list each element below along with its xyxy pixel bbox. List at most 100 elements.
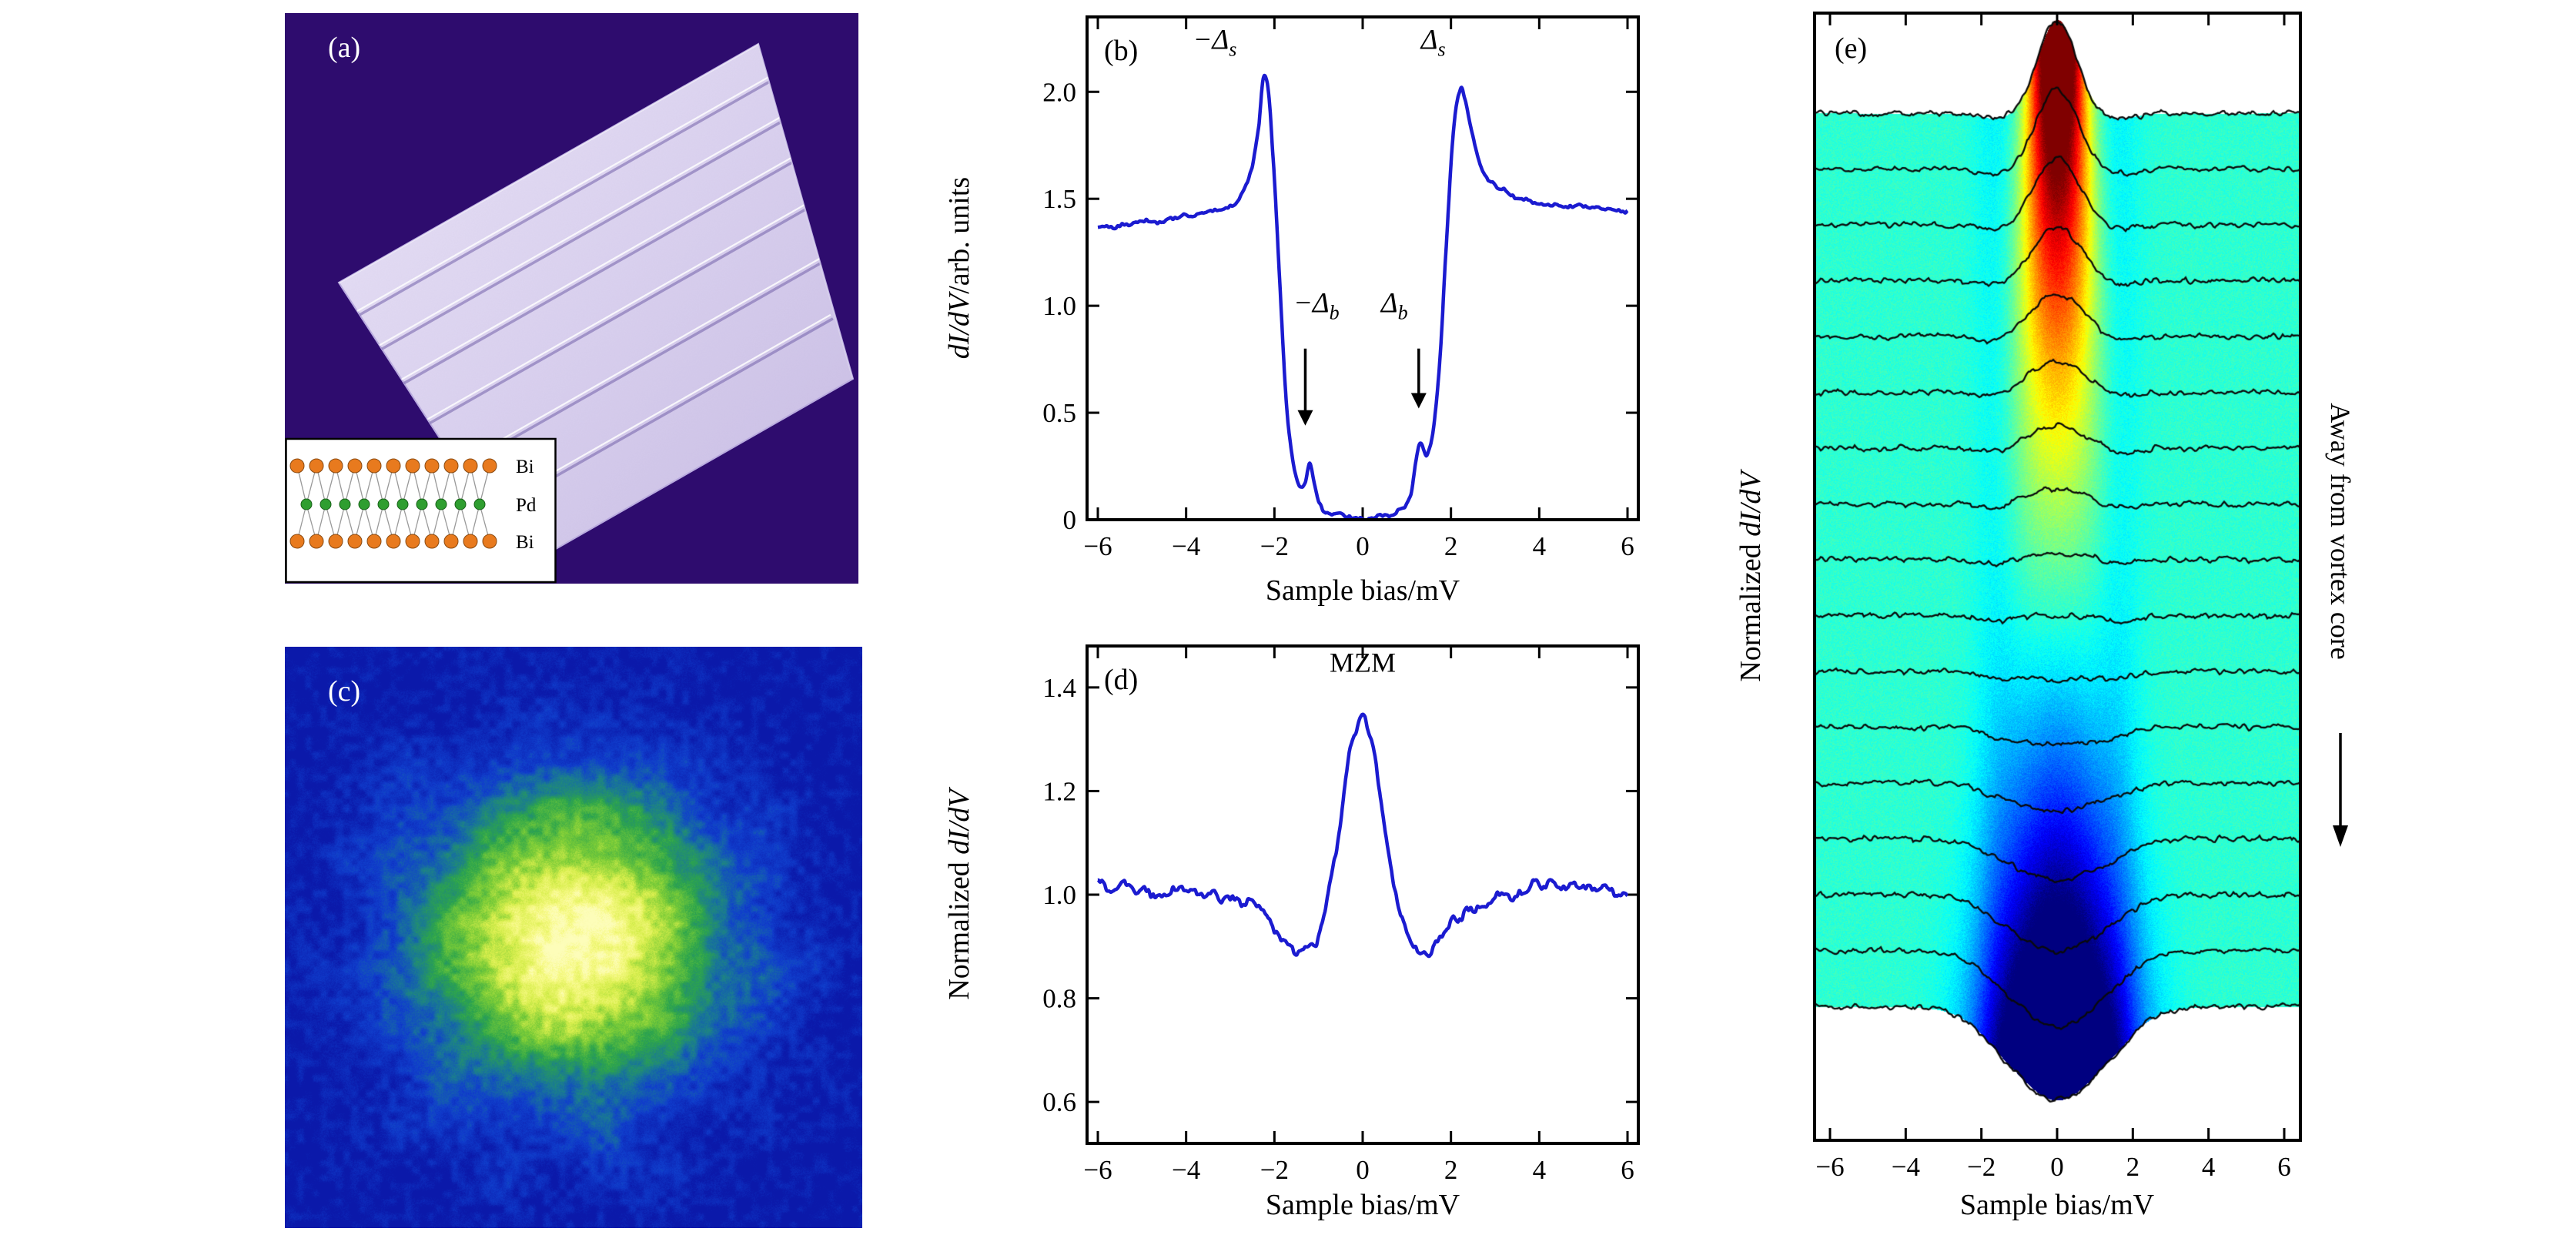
x-axis-label-d: Sample bias/mV (1265, 1189, 1460, 1221)
bi-atom (309, 534, 324, 549)
x-axis-label-b: Sample bias/mV (1265, 574, 1460, 607)
x-tick-label: −2 (1967, 1152, 1996, 1182)
panel-label-d: (d) (1104, 664, 1138, 696)
pd-atom (339, 498, 351, 510)
crystal-structure-inset: Bi Pd Bi (285, 437, 557, 584)
x-tick-label: −2 (1260, 1155, 1289, 1185)
atoms (289, 458, 497, 549)
annotation-mzm: MZM (1330, 648, 1396, 678)
inset-label-bi-bottom: Bi (516, 532, 534, 553)
annotation-delta-label: −Δb (1293, 287, 1340, 323)
pd-atom (319, 498, 332, 510)
bi-atom (405, 534, 420, 549)
y-axis-label-d-math: dI/dV (943, 789, 975, 855)
bi-atom (405, 458, 420, 474)
y-axis-label-b: dI/dV/arb. units (942, 177, 976, 359)
bi-atom (289, 458, 305, 474)
pd-atom (416, 498, 428, 510)
bi-atom (443, 458, 459, 474)
stm-topography-panel: Bi Pd Bi (285, 13, 858, 584)
pd-atom (358, 498, 370, 510)
annotation-delta-label: Δb (1380, 287, 1408, 323)
x-tick-label: 0 (1356, 531, 1370, 561)
x-tick-label: 2 (1444, 531, 1458, 561)
x-tick-label: −4 (1892, 1152, 1920, 1182)
bi-atom (424, 534, 440, 549)
bi-atom (347, 534, 363, 549)
bi-atom (463, 534, 478, 549)
axes-box (1086, 15, 1640, 521)
bi-atom (289, 534, 305, 549)
waterfall-colormap-image (1815, 13, 2300, 1140)
y-tick-label: 2.0 (1042, 77, 1076, 107)
y-axis-label-b-units: /arb. units (943, 176, 975, 294)
pd-atom (473, 498, 486, 510)
y-tick-label: 0.5 (1042, 398, 1076, 428)
x-tick-label: 0 (1356, 1155, 1370, 1185)
x-tick-label: 4 (1533, 1155, 1547, 1185)
x-tick-label: −2 (1260, 531, 1289, 561)
y-tick-label: 0 (1063, 505, 1077, 535)
y-axis-label-e-math: dI/dV (1735, 471, 1767, 537)
bi-atom (328, 458, 343, 474)
y-tick-label: 0.8 (1042, 984, 1076, 1014)
pd-atom (454, 498, 467, 510)
panel-label-b: (b) (1104, 35, 1138, 67)
x-tick-label: 6 (1621, 531, 1634, 561)
axes-box (1086, 644, 1640, 1145)
x-tick-label: −4 (1172, 1155, 1200, 1185)
bi-atom (424, 458, 440, 474)
x-tick-label: 2 (2126, 1152, 2140, 1182)
pd-atom (435, 498, 447, 510)
bi-atom (309, 458, 324, 474)
y-axis-label-d-prefix: Normalized (943, 854, 975, 1000)
y-axis-label-d: Normalized dI/dV (942, 789, 976, 999)
annotation-delta-label: −Δs (1193, 25, 1237, 61)
bi-atom (328, 534, 343, 549)
down-arrow-icon (2333, 733, 2348, 847)
inset-label-bi-top: Bi (516, 457, 534, 477)
y-axis-label-e: Normalized dI/dV (1734, 471, 1768, 681)
bi-atom (347, 458, 363, 474)
y-tick-label: 0.6 (1042, 1087, 1076, 1117)
x-tick-label: 6 (1621, 1155, 1634, 1185)
bi-atom (463, 458, 478, 474)
pd-atom (377, 498, 390, 510)
x-tick-label: 0 (2050, 1152, 2064, 1182)
bi-atom (366, 534, 382, 549)
x-tick-label: 4 (2202, 1152, 2216, 1182)
didv-curve (1096, 712, 1629, 959)
y-tick-label: 1.4 (1042, 673, 1076, 703)
annotation-delta-label: Δs (1420, 25, 1446, 61)
axes-box (1813, 12, 2302, 1142)
x-tick-label: 6 (2277, 1152, 2291, 1182)
pd-atom (396, 498, 409, 510)
bi-atom (482, 458, 497, 474)
annotation-arrowhead (1297, 410, 1313, 426)
y-tick-label: 1.2 (1042, 776, 1076, 806)
x-tick-label: −6 (1815, 1152, 1844, 1182)
x-tick-label: 2 (1444, 1155, 1458, 1185)
y-tick-label: 1.0 (1042, 291, 1076, 321)
x-axis-label-e: Sample bias/mV (1959, 1189, 2155, 1221)
y-tick-label: 1.5 (1042, 184, 1076, 214)
annotation-arrowhead (1410, 393, 1427, 409)
inset-label-pd: Pd (516, 495, 537, 516)
pd-atom (300, 498, 313, 510)
panel-label-e: (e) (1835, 32, 1867, 65)
away-from-vortex-label: Away from vortex core (2325, 403, 2356, 660)
panel-label-a: (a) (328, 32, 361, 64)
x-tick-label: −4 (1172, 531, 1200, 561)
spectrum-chart-d: −6 −4 −2 0 2 4 6 0.6 0.8 1.0 1.2 1.4 (d) MZM (1042, 644, 1640, 1185)
vortex-map-image (285, 647, 862, 1228)
bi-atom (366, 458, 382, 474)
bi-atom (443, 534, 459, 549)
x-tick-label: −6 (1083, 1155, 1112, 1185)
panel-label-c: (c) (328, 675, 361, 708)
x-tick-label: 4 (1533, 531, 1547, 561)
waterfall-axes: −6 −4 −2 0 2 4 6 (e) (1813, 12, 2302, 1182)
y-axis-label-b-math: dI/dV (943, 293, 975, 360)
y-tick-label: 1.0 (1042, 880, 1076, 910)
bi-atom (386, 458, 401, 474)
